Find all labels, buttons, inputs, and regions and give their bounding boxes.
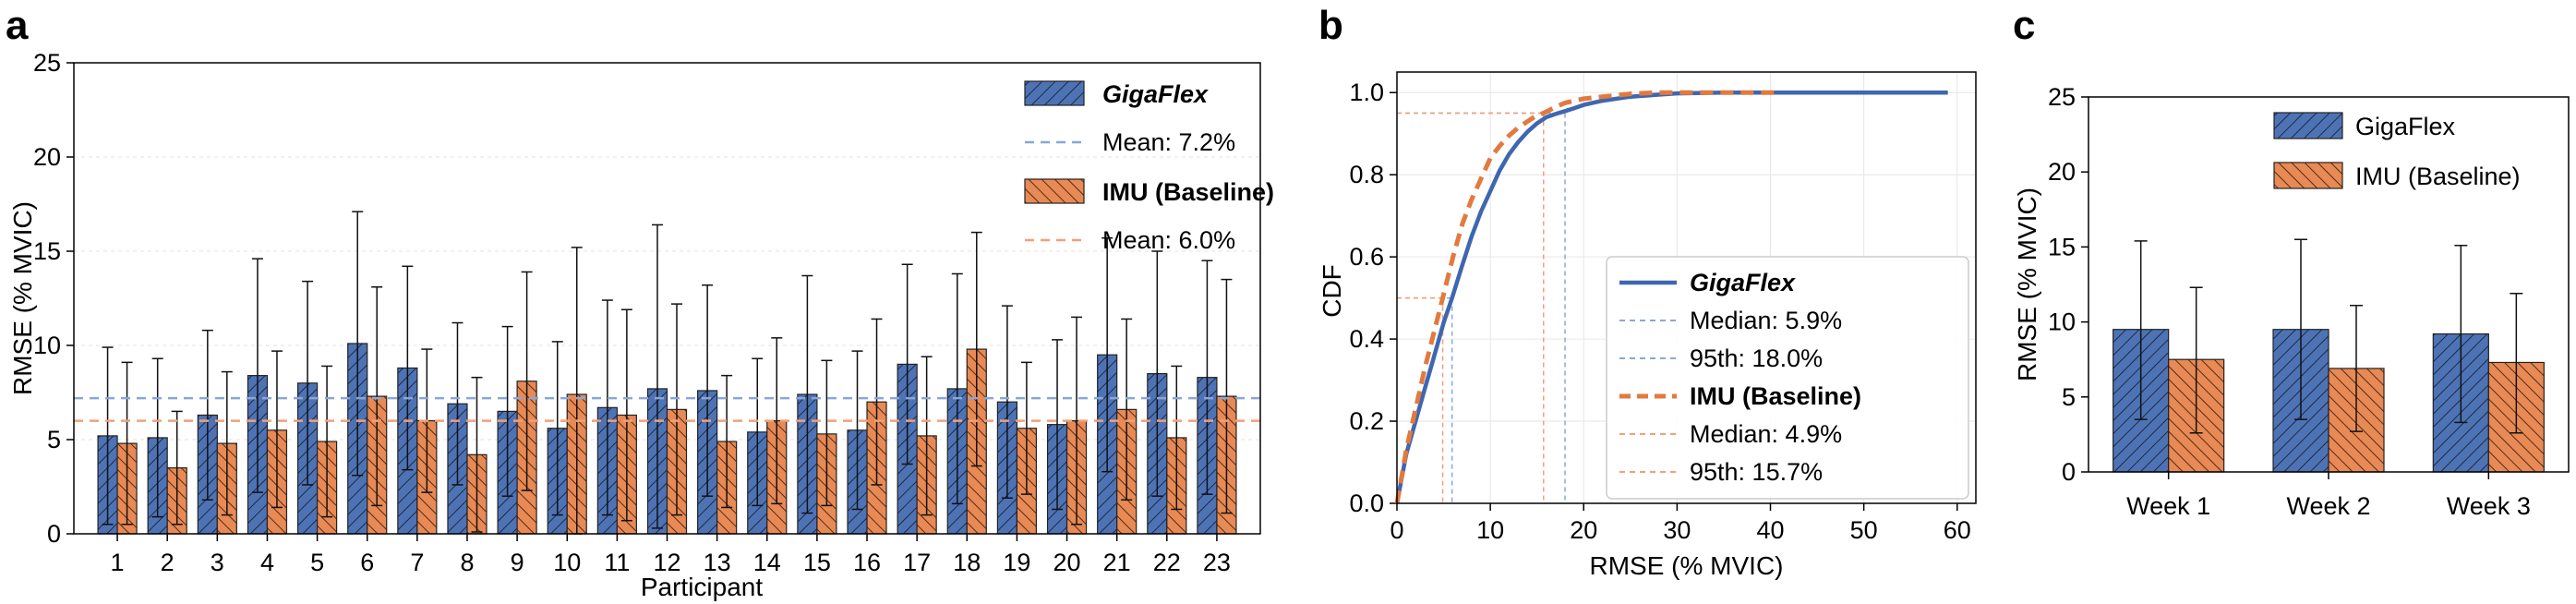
y-tick-label: 25 <box>2048 83 2076 111</box>
y-axis-label: RMSE (% MVIC) <box>8 201 37 395</box>
panel-label-c: c <box>2013 3 2035 48</box>
y-tick-label: 0.6 <box>1349 243 1384 271</box>
x-tick-label: 14 <box>753 549 781 576</box>
y-tick-label: 10 <box>2048 308 2076 336</box>
chart-c: 0 5 10 15 20 25 Week 1 Week 2 Week 3 RMSE (% MVIC… <box>2013 83 2570 520</box>
x-tick-label: 3 <box>211 549 224 576</box>
legend-box <box>1606 256 1969 500</box>
x-tick-label: 15 <box>803 549 831 576</box>
y-tick-label: 15 <box>2048 233 2076 260</box>
x-tick-label: 0 <box>1390 516 1403 544</box>
plot-frame <box>73 62 1261 535</box>
legend-swatch-gigaflex <box>2273 112 2343 139</box>
x-tick-label: 60 <box>1944 516 1971 544</box>
x-tick-label: 12 <box>653 549 680 576</box>
y-tick-label: 0.0 <box>1349 489 1384 517</box>
x-tick-label: 2 <box>161 549 175 576</box>
x-tick-label: 10 <box>553 549 581 576</box>
legend-swatch-imu <box>2273 162 2343 189</box>
x-tick-label: 18 <box>953 549 981 576</box>
legend-label: IMU (Baseline) <box>1690 382 1861 410</box>
x-tick-label: 23 <box>1203 549 1231 576</box>
legend-label: IMU (Baseline) <box>2355 163 2521 190</box>
x-tick-label: Week 3 <box>2447 492 2531 520</box>
y-tick-label: 20 <box>2048 158 2076 186</box>
legend-swatch-gigaflex <box>1024 80 1085 106</box>
legend-swatch-imu <box>1024 178 1085 204</box>
y-tick-label: 0 <box>47 520 61 548</box>
y-tick-label: 25 <box>33 49 61 77</box>
plot-frame <box>1396 71 1977 504</box>
y-tick-label: 5 <box>47 426 61 453</box>
x-tick-label: 4 <box>260 549 274 576</box>
x-tick-label: 20 <box>1570 516 1597 544</box>
legend-label: IMU (Baseline) <box>1102 178 1274 206</box>
x-tick-label: 8 <box>460 549 474 576</box>
x-tick-label: 20 <box>1053 549 1081 576</box>
panel-label-b: b <box>1318 3 1343 48</box>
x-tick-label: 13 <box>704 549 731 576</box>
chart-b: 0 10 20 30 40 50 60 0.0 0.2 0.4 0.6 0.8 1.0 RMSE (% M… <box>1318 71 1977 580</box>
plot-frame <box>2088 96 2570 473</box>
x-tick-label: 17 <box>903 549 931 576</box>
legend-label: Mean: 6.0% <box>1102 226 1235 254</box>
legend-label: Median: 5.9% <box>1690 307 1842 334</box>
legend-label: GigaFlex <box>2355 113 2456 140</box>
y-tick-label: 15 <box>33 237 61 265</box>
legend-label: GigaFlex <box>1690 269 1796 296</box>
x-tick-label: 11 <box>604 549 630 576</box>
y-axis-label: CDF <box>1318 264 1346 318</box>
x-tick-label: 6 <box>360 549 374 576</box>
y-axis-label: RMSE (% MVIC) <box>2013 187 2041 381</box>
x-tick-label: 5 <box>310 549 324 576</box>
x-axis-label: RMSE (% MVIC) <box>1590 551 1784 580</box>
legend-label: Mean: 7.2% <box>1102 128 1235 156</box>
x-tick-label: 50 <box>1850 516 1878 544</box>
x-tick-label: 10 <box>1476 516 1504 544</box>
y-tick-label: 0.8 <box>1349 161 1384 188</box>
x-tick-label: 21 <box>1103 549 1131 576</box>
y-tick-label: 1.0 <box>1349 79 1384 106</box>
x-tick-label: 16 <box>853 549 881 576</box>
y-tick-label: 20 <box>33 143 61 171</box>
legend-label: 95th: 15.7% <box>1690 458 1823 486</box>
x-tick-label: 22 <box>1153 549 1181 576</box>
x-tick-label: Week 2 <box>2286 492 2370 520</box>
cdf-line-imu <box>1394 90 1780 504</box>
x-axis-label: Participant <box>641 573 764 601</box>
y-tick-label: 0 <box>2062 458 2076 486</box>
legend-label: Median: 4.9% <box>1690 420 1842 448</box>
y-tick-label: 0.2 <box>1349 407 1384 435</box>
legend-label: GigaFlex <box>1102 80 1209 108</box>
panel-label-a: a <box>6 3 29 48</box>
x-tick-label: 40 <box>1756 516 1784 544</box>
x-tick-label: 7 <box>410 549 424 576</box>
x-tick-label: Week 1 <box>2126 492 2210 520</box>
x-tick-label: 30 <box>1663 516 1691 544</box>
x-tick-label: 1 <box>111 549 125 576</box>
legend-label: 95th: 18.0% <box>1690 344 1823 372</box>
x-tick-label: 19 <box>1003 549 1030 576</box>
y-tick-label: 5 <box>2062 383 2076 411</box>
x-tick-label: 9 <box>511 549 524 576</box>
y-tick-label: 0.4 <box>1349 325 1384 353</box>
y-tick-label: 10 <box>33 332 61 359</box>
